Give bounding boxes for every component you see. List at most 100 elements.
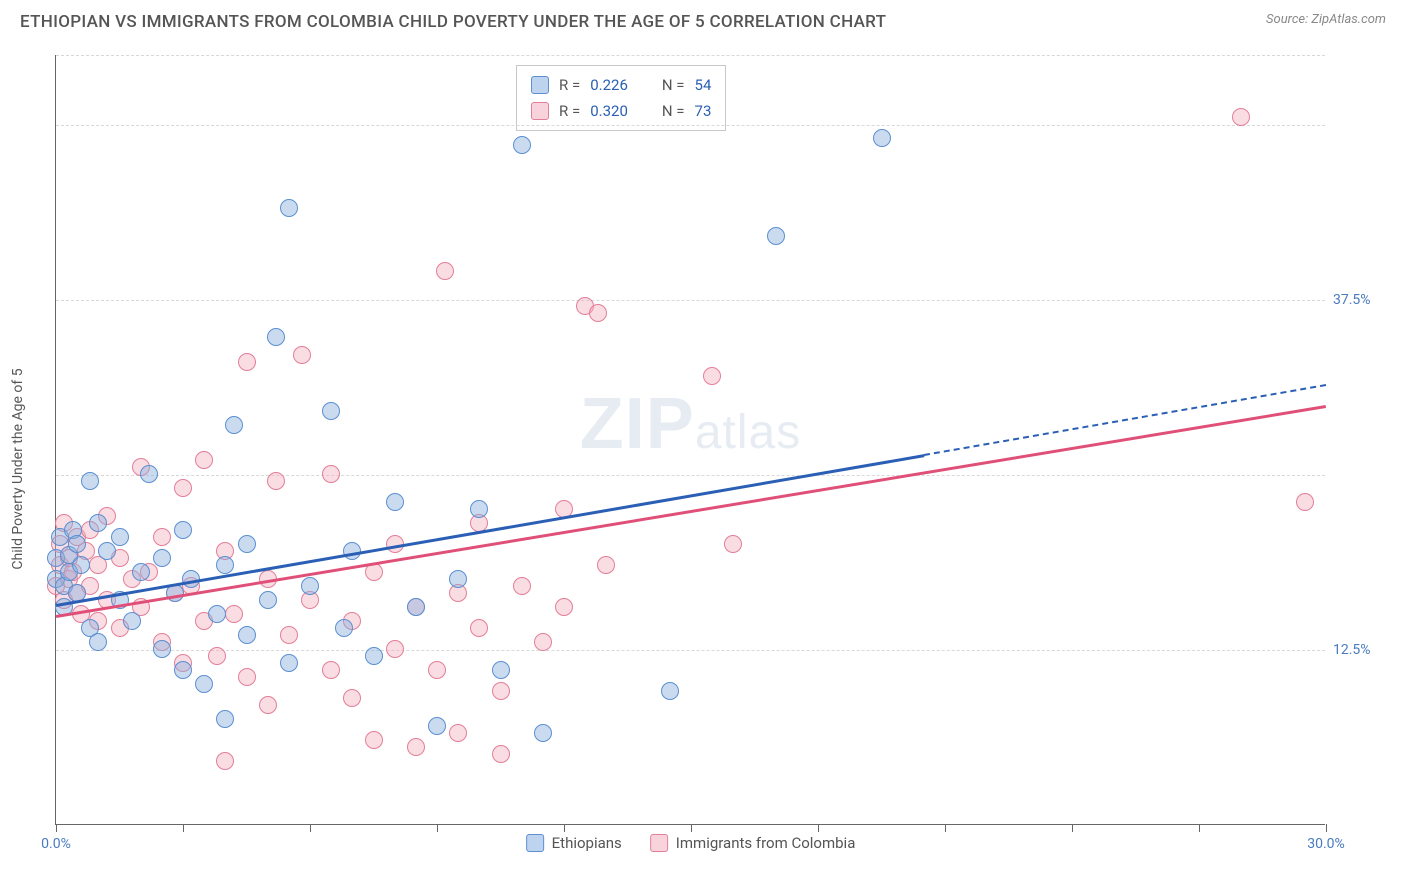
scatter-point <box>81 472 99 490</box>
scatter-point <box>386 640 404 658</box>
scatter-point <box>492 682 510 700</box>
x-tick <box>310 824 311 832</box>
y-tick-label: 12.5% <box>1333 642 1393 658</box>
scatter-point <box>470 619 488 637</box>
legend-item-colombia: Immigrants from Colombia <box>650 834 856 852</box>
y-axis-label: Child Poverty Under the Age of 5 <box>10 368 26 569</box>
regression-line <box>924 384 1326 456</box>
x-tick <box>818 824 819 832</box>
chart-title: ETHIOPIAN VS IMMIGRANTS FROM COLOMBIA CH… <box>20 12 886 32</box>
x-tick <box>945 824 946 832</box>
scatter-point <box>322 402 340 420</box>
scatter-point <box>153 640 171 658</box>
scatter-point <box>153 549 171 567</box>
scatter-point <box>1296 493 1314 511</box>
chart-header: ETHIOPIAN VS IMMIGRANTS FROM COLOMBIA CH… <box>0 0 1406 40</box>
r-label: R = <box>559 98 580 124</box>
chart-container: Child Poverty Under the Age of 5 ZIPatla… <box>0 45 1406 892</box>
scatter-point <box>216 710 234 728</box>
scatter-point <box>280 199 298 217</box>
scatter-point <box>724 535 742 553</box>
scatter-point <box>492 661 510 679</box>
grid-line <box>56 475 1325 476</box>
x-tick <box>1326 824 1327 832</box>
scatter-point <box>259 591 277 609</box>
scatter-point <box>534 633 552 651</box>
scatter-point <box>293 346 311 364</box>
scatter-point <box>365 647 383 665</box>
scatter-point <box>123 612 141 630</box>
scatter-point <box>89 633 107 651</box>
legend-label: Immigrants from Colombia <box>676 834 856 852</box>
scatter-point <box>513 577 531 595</box>
scatter-point <box>216 752 234 770</box>
n-value: 54 <box>695 72 712 98</box>
grid-line <box>56 300 1325 301</box>
chart-source: Source: ZipAtlas.com <box>1266 12 1386 27</box>
series-legend: Ethiopians Immigrants from Colombia <box>526 834 856 852</box>
grid-line <box>56 125 1325 126</box>
scatter-point <box>225 416 243 434</box>
legend-row: R = 0.226 N = 54 <box>531 72 711 98</box>
scatter-point <box>513 136 531 154</box>
x-tick <box>183 824 184 832</box>
grid-line <box>56 55 1325 56</box>
scatter-point <box>767 227 785 245</box>
scatter-point <box>703 367 721 385</box>
scatter-point <box>238 626 256 644</box>
scatter-point <box>216 556 234 574</box>
scatter-point <box>208 647 226 665</box>
y-tick-label: 37.5% <box>1333 292 1393 308</box>
scatter-point <box>555 598 573 616</box>
x-tick-label: 30.0% <box>1307 836 1345 852</box>
scatter-point <box>470 500 488 518</box>
scatter-point <box>407 738 425 756</box>
n-value: 73 <box>695 98 712 124</box>
x-tick <box>437 824 438 832</box>
x-tick <box>1199 824 1200 832</box>
x-tick <box>1072 824 1073 832</box>
scatter-point <box>140 465 158 483</box>
scatter-point <box>589 304 607 322</box>
x-tick <box>564 824 565 832</box>
scatter-point <box>267 472 285 490</box>
r-label: R = <box>559 72 580 98</box>
scatter-point <box>365 731 383 749</box>
scatter-point <box>98 542 116 560</box>
scatter-point <box>597 556 615 574</box>
swatch-pink-icon <box>531 102 549 120</box>
x-tick <box>691 824 692 832</box>
scatter-point <box>195 675 213 693</box>
scatter-point <box>68 535 86 553</box>
scatter-point <box>1232 108 1250 126</box>
n-label: N = <box>662 98 685 124</box>
watermark: ZIPatlas <box>580 383 801 465</box>
scatter-point <box>280 626 298 644</box>
legend-item-ethiopians: Ethiopians <box>526 834 622 852</box>
scatter-point <box>72 556 90 574</box>
scatter-point <box>174 661 192 679</box>
scatter-point <box>238 353 256 371</box>
scatter-point <box>280 654 298 672</box>
scatter-point <box>208 605 226 623</box>
scatter-point <box>436 262 454 280</box>
scatter-point <box>428 661 446 679</box>
scatter-point <box>301 577 319 595</box>
legend-row: R =0.320N =73 <box>531 98 711 124</box>
r-value: 0.226 <box>590 72 628 98</box>
scatter-point <box>407 598 425 616</box>
scatter-point <box>259 696 277 714</box>
scatter-point <box>195 451 213 469</box>
swatch-blue-icon <box>526 834 544 852</box>
scatter-point <box>873 129 891 147</box>
n-label: N = <box>662 72 685 98</box>
scatter-point <box>267 328 285 346</box>
x-tick-label: 0.0% <box>41 836 71 852</box>
scatter-point <box>238 535 256 553</box>
scatter-point <box>492 745 510 763</box>
legend-label: Ethiopians <box>552 834 622 852</box>
x-tick <box>56 824 57 832</box>
scatter-point <box>174 521 192 539</box>
scatter-point <box>174 479 192 497</box>
scatter-point <box>449 570 467 588</box>
